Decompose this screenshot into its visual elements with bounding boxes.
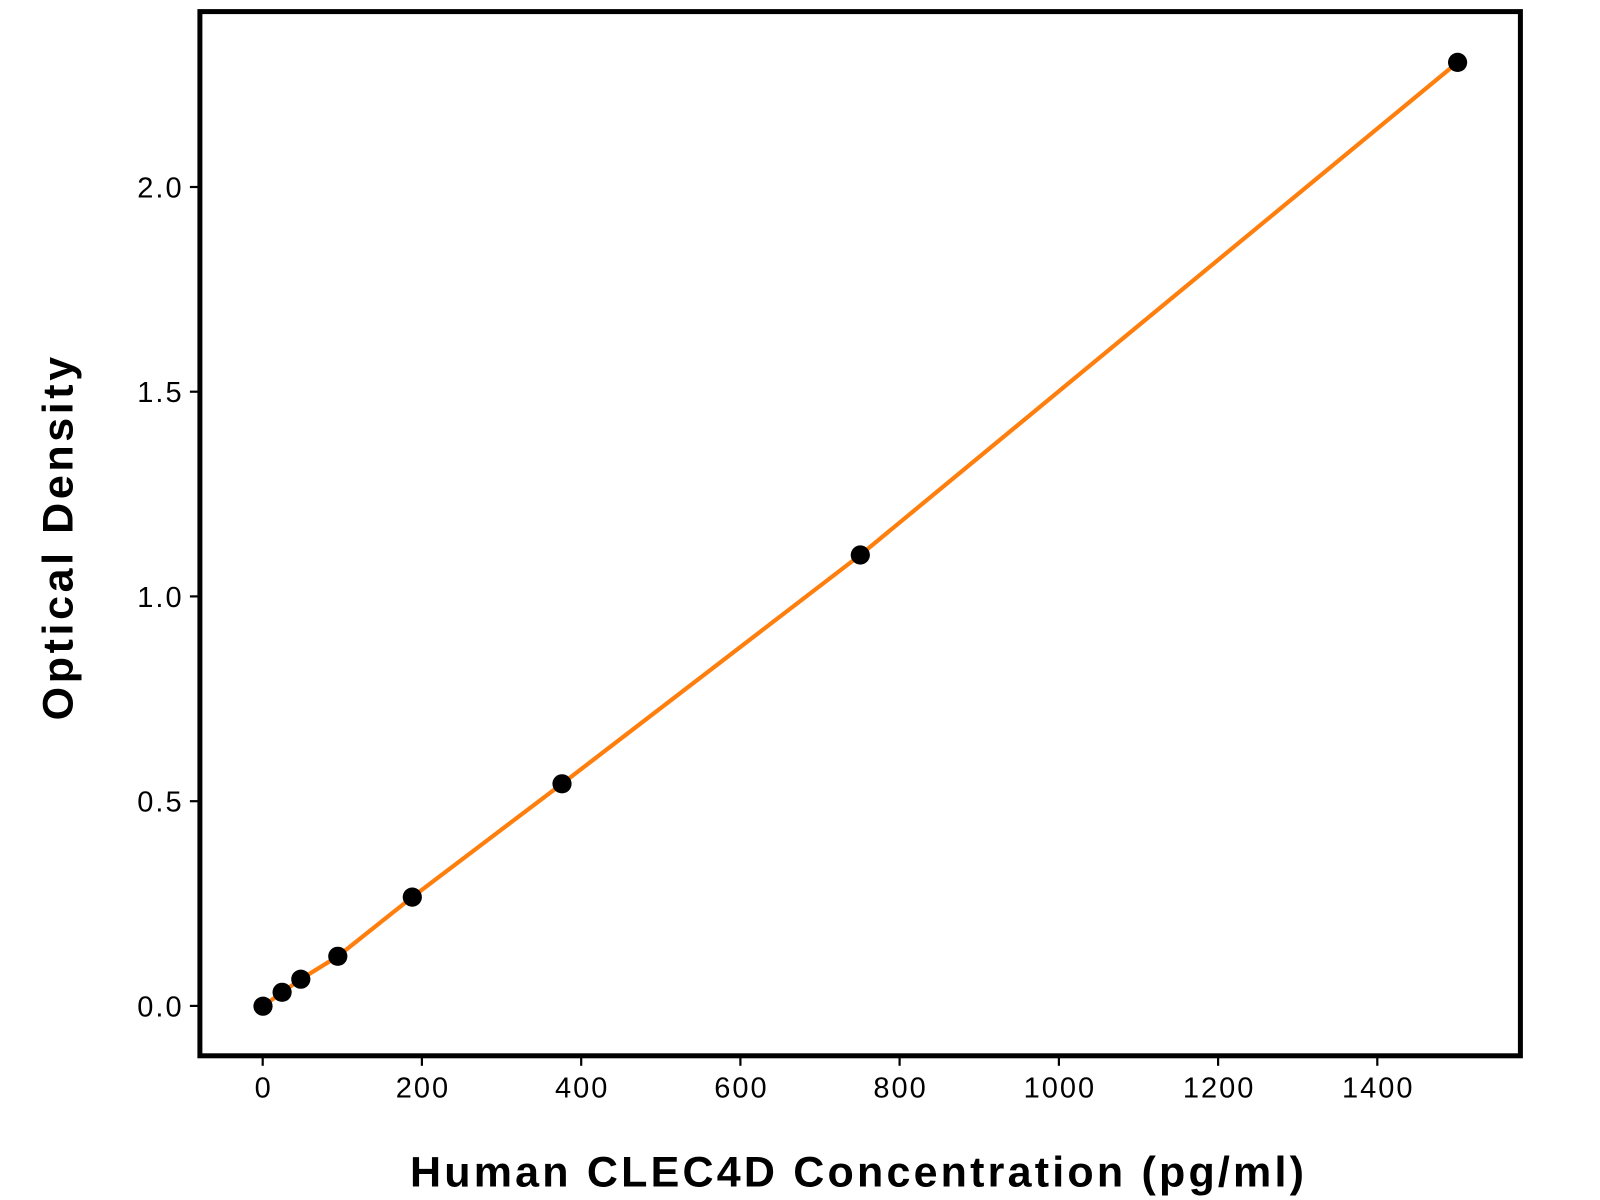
svg-text:0.5: 0.5 xyxy=(137,787,183,819)
svg-text:600: 600 xyxy=(714,1072,768,1104)
svg-text:200: 200 xyxy=(396,1072,450,1104)
svg-text:1000: 1000 xyxy=(1024,1072,1097,1104)
svg-text:1.0: 1.0 xyxy=(137,582,183,614)
svg-text:Optical Density: Optical Density xyxy=(35,353,83,720)
svg-text:Human CLEC4D Concentration (pg: Human CLEC4D Concentration (pg/ml) xyxy=(410,1148,1307,1196)
svg-text:0: 0 xyxy=(255,1072,273,1104)
svg-text:2.0: 2.0 xyxy=(137,173,183,205)
svg-text:400: 400 xyxy=(555,1072,609,1104)
svg-text:1.5: 1.5 xyxy=(137,377,183,409)
svg-text:1400: 1400 xyxy=(1342,1072,1415,1104)
svg-text:0.0: 0.0 xyxy=(137,991,183,1023)
svg-text:800: 800 xyxy=(873,1072,927,1104)
svg-text:1200: 1200 xyxy=(1183,1072,1256,1104)
